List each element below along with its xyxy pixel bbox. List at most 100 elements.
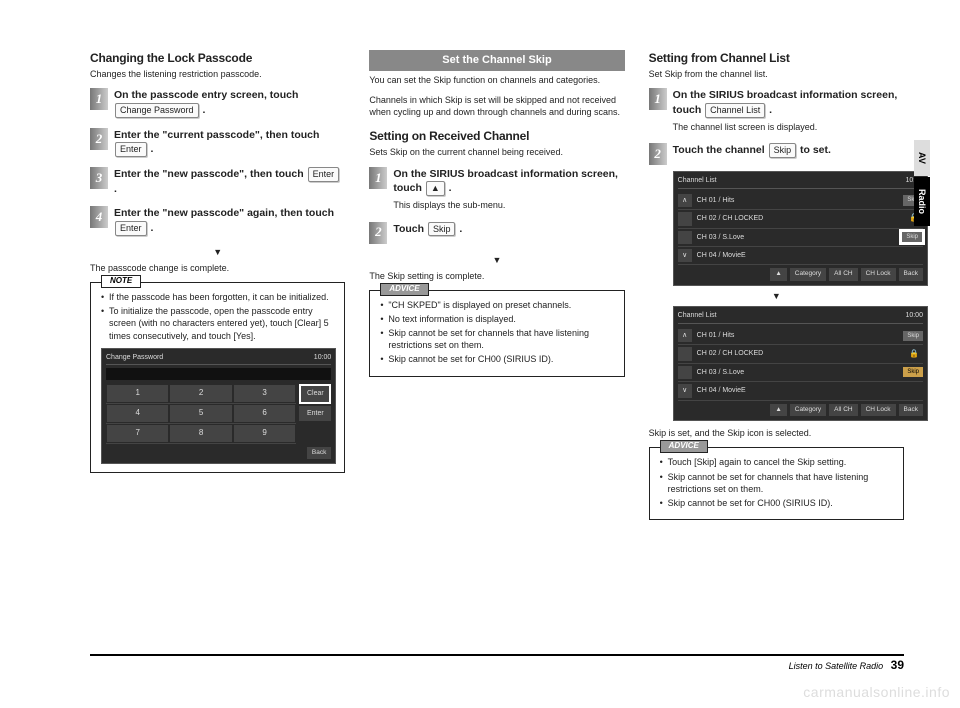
ch-label[interactable]: CH 01 / Hits	[695, 196, 902, 205]
key-8[interactable]: 8	[170, 425, 231, 442]
col-3: Setting from Channel List Set Skip from …	[649, 50, 904, 520]
advice-item: Skip cannot be set for channels that hav…	[380, 327, 615, 351]
step-num: 1	[90, 88, 108, 110]
step-num: 4	[90, 206, 108, 228]
step-text: .	[150, 222, 153, 234]
note-list: If the passcode has been forgotten, it c…	[101, 291, 336, 342]
step-text: On the passcode entry screen, touch	[114, 89, 298, 101]
tab-radio[interactable]: Radio	[914, 177, 930, 226]
advice-list: Touch [Skip] again to cancel the Skip se…	[660, 456, 895, 509]
key-4[interactable]: 4	[107, 405, 168, 422]
col1-sub: Changes the listening restriction passco…	[90, 68, 345, 80]
step-1: 1 On the passcode entry screen, touch Ch…	[90, 88, 345, 117]
step-text: Touch	[393, 223, 427, 235]
step-text: .	[769, 104, 772, 116]
ch-label[interactable]: CH 02 / CH LOCKED	[695, 214, 905, 223]
scroll-up-icon[interactable]: ∧	[678, 329, 692, 342]
step-2: 2 Touch Skip .	[369, 222, 624, 244]
enter-button[interactable]: Enter	[308, 167, 340, 182]
step-text: .	[114, 183, 117, 195]
chlock-button[interactable]: CH Lock	[861, 404, 896, 417]
ch-skip[interactable]: Skip	[903, 331, 923, 341]
allch-button[interactable]: All CH	[829, 404, 857, 417]
up-triangle-button[interactable]: ▲	[426, 181, 445, 196]
ch-label[interactable]: CH 04 / MovieE	[695, 386, 923, 395]
key-2[interactable]: 2	[170, 385, 231, 402]
down-triangle-icon: ▼	[369, 254, 624, 266]
skip-button[interactable]: Skip	[428, 222, 456, 237]
chlock-button[interactable]: CH Lock	[861, 268, 896, 281]
step-body: Enter the "current passcode", then touch…	[114, 128, 345, 157]
advice-box: ADVICE Touch [Skip] again to cancel the …	[649, 447, 904, 520]
back-button[interactable]: Back	[307, 447, 331, 460]
enter-button[interactable]: Enter	[299, 406, 331, 421]
set-msg: Skip is set, and the Skip icon is select…	[649, 427, 904, 439]
col-2: Set the Channel Skip You can set the Ski…	[369, 50, 624, 520]
enter-button[interactable]: Enter	[115, 142, 147, 157]
col3-sub: Set Skip from the channel list.	[649, 68, 904, 80]
col3-heading: Setting from Channel List	[649, 50, 904, 66]
sc-title: Channel List	[678, 176, 717, 185]
key-7[interactable]: 7	[107, 425, 168, 442]
note-item: If the passcode has been forgotten, it c…	[101, 291, 336, 303]
advice-label: ADVICE	[380, 283, 428, 296]
scroll-down-icon[interactable]: ∨	[678, 249, 692, 262]
spacer	[678, 231, 692, 244]
back-button[interactable]: Back	[899, 268, 923, 281]
key-3[interactable]: 3	[234, 385, 295, 402]
step-text: Enter the "new passcode" again, then tou…	[114, 207, 334, 219]
advice-list: "CH SKPED" is displayed on preset channe…	[380, 299, 615, 366]
key-6[interactable]: 6	[234, 405, 295, 422]
key-1[interactable]: 1	[107, 385, 168, 402]
enter-button[interactable]: Enter	[115, 221, 147, 236]
step-text: .	[150, 143, 153, 155]
advice-item: Skip cannot be set for channels that hav…	[660, 471, 895, 495]
advice-item: Skip cannot be set for CH00 (SIRIUS ID).	[380, 353, 615, 365]
allch-button[interactable]: All CH	[829, 268, 857, 281]
note-label: NOTE	[101, 275, 141, 288]
footer-title: Listen to Satellite Radio	[789, 661, 884, 671]
ch-label[interactable]: CH 03 / S.Love	[695, 368, 902, 377]
ch-label[interactable]: CH 03 / S.Love	[695, 233, 900, 242]
key-5[interactable]: 5	[170, 405, 231, 422]
up-icon[interactable]: ▲	[770, 268, 786, 281]
step-2: 2 Touch the channel Skip to set.	[649, 143, 904, 165]
key-9[interactable]: 9	[234, 425, 295, 442]
step-1: 1 On the SIRIUS broadcast information sc…	[649, 88, 904, 133]
tab-av[interactable]: AV	[914, 140, 930, 176]
step-after: The channel list screen is displayed.	[673, 121, 904, 134]
scroll-up-icon[interactable]: ∧	[678, 194, 692, 207]
password-input[interactable]	[106, 368, 331, 380]
advice-box: ADVICE "CH SKPED" is displayed on preset…	[369, 290, 624, 377]
ch-label[interactable]: CH 02 / CH LOCKED	[695, 349, 905, 358]
keypad-screenshot: Change Password 10:00 123 456 789 Clear …	[101, 348, 336, 465]
step-text: .	[202, 104, 205, 116]
scroll-down-icon[interactable]: ∨	[678, 384, 692, 397]
step-body: Touch the channel Skip to set.	[673, 143, 904, 165]
ch-skip[interactable]: Skip	[901, 231, 923, 243]
step-text: Enter the "current passcode", then touch	[114, 129, 319, 141]
watermark: carmanualsonline.info	[803, 684, 950, 700]
complete-msg: The passcode change is complete.	[90, 262, 345, 274]
clear-button[interactable]: Clear	[299, 384, 331, 403]
columns: Changing the Lock Passcode Changes the l…	[90, 50, 904, 520]
back-button[interactable]: Back	[899, 404, 923, 417]
ch-label[interactable]: CH 04 / MovieE	[695, 251, 923, 260]
skip-button[interactable]: Skip	[769, 143, 797, 158]
section-banner: Set the Channel Skip	[369, 50, 624, 71]
ch-skip-selected[interactable]: Skip	[903, 367, 923, 377]
step-body: On the SIRIUS broadcast information scre…	[673, 88, 904, 133]
category-button[interactable]: Category	[790, 268, 826, 281]
step-text: .	[449, 182, 452, 194]
up-icon[interactable]: ▲	[770, 404, 786, 417]
step-after: This displays the sub-menu.	[393, 199, 624, 212]
spacer	[678, 212, 692, 225]
ch-label[interactable]: CH 01 / Hits	[695, 331, 902, 340]
page-number: 39	[891, 658, 904, 672]
category-button[interactable]: Category	[790, 404, 826, 417]
channel-list-button[interactable]: Channel List	[705, 103, 765, 118]
sc-time: 10:00	[314, 353, 332, 362]
advice-item: No text information is displayed.	[380, 313, 615, 325]
change-password-button[interactable]: Change Password	[115, 103, 199, 118]
step-4: 4 Enter the "new passcode" again, then t…	[90, 206, 345, 235]
